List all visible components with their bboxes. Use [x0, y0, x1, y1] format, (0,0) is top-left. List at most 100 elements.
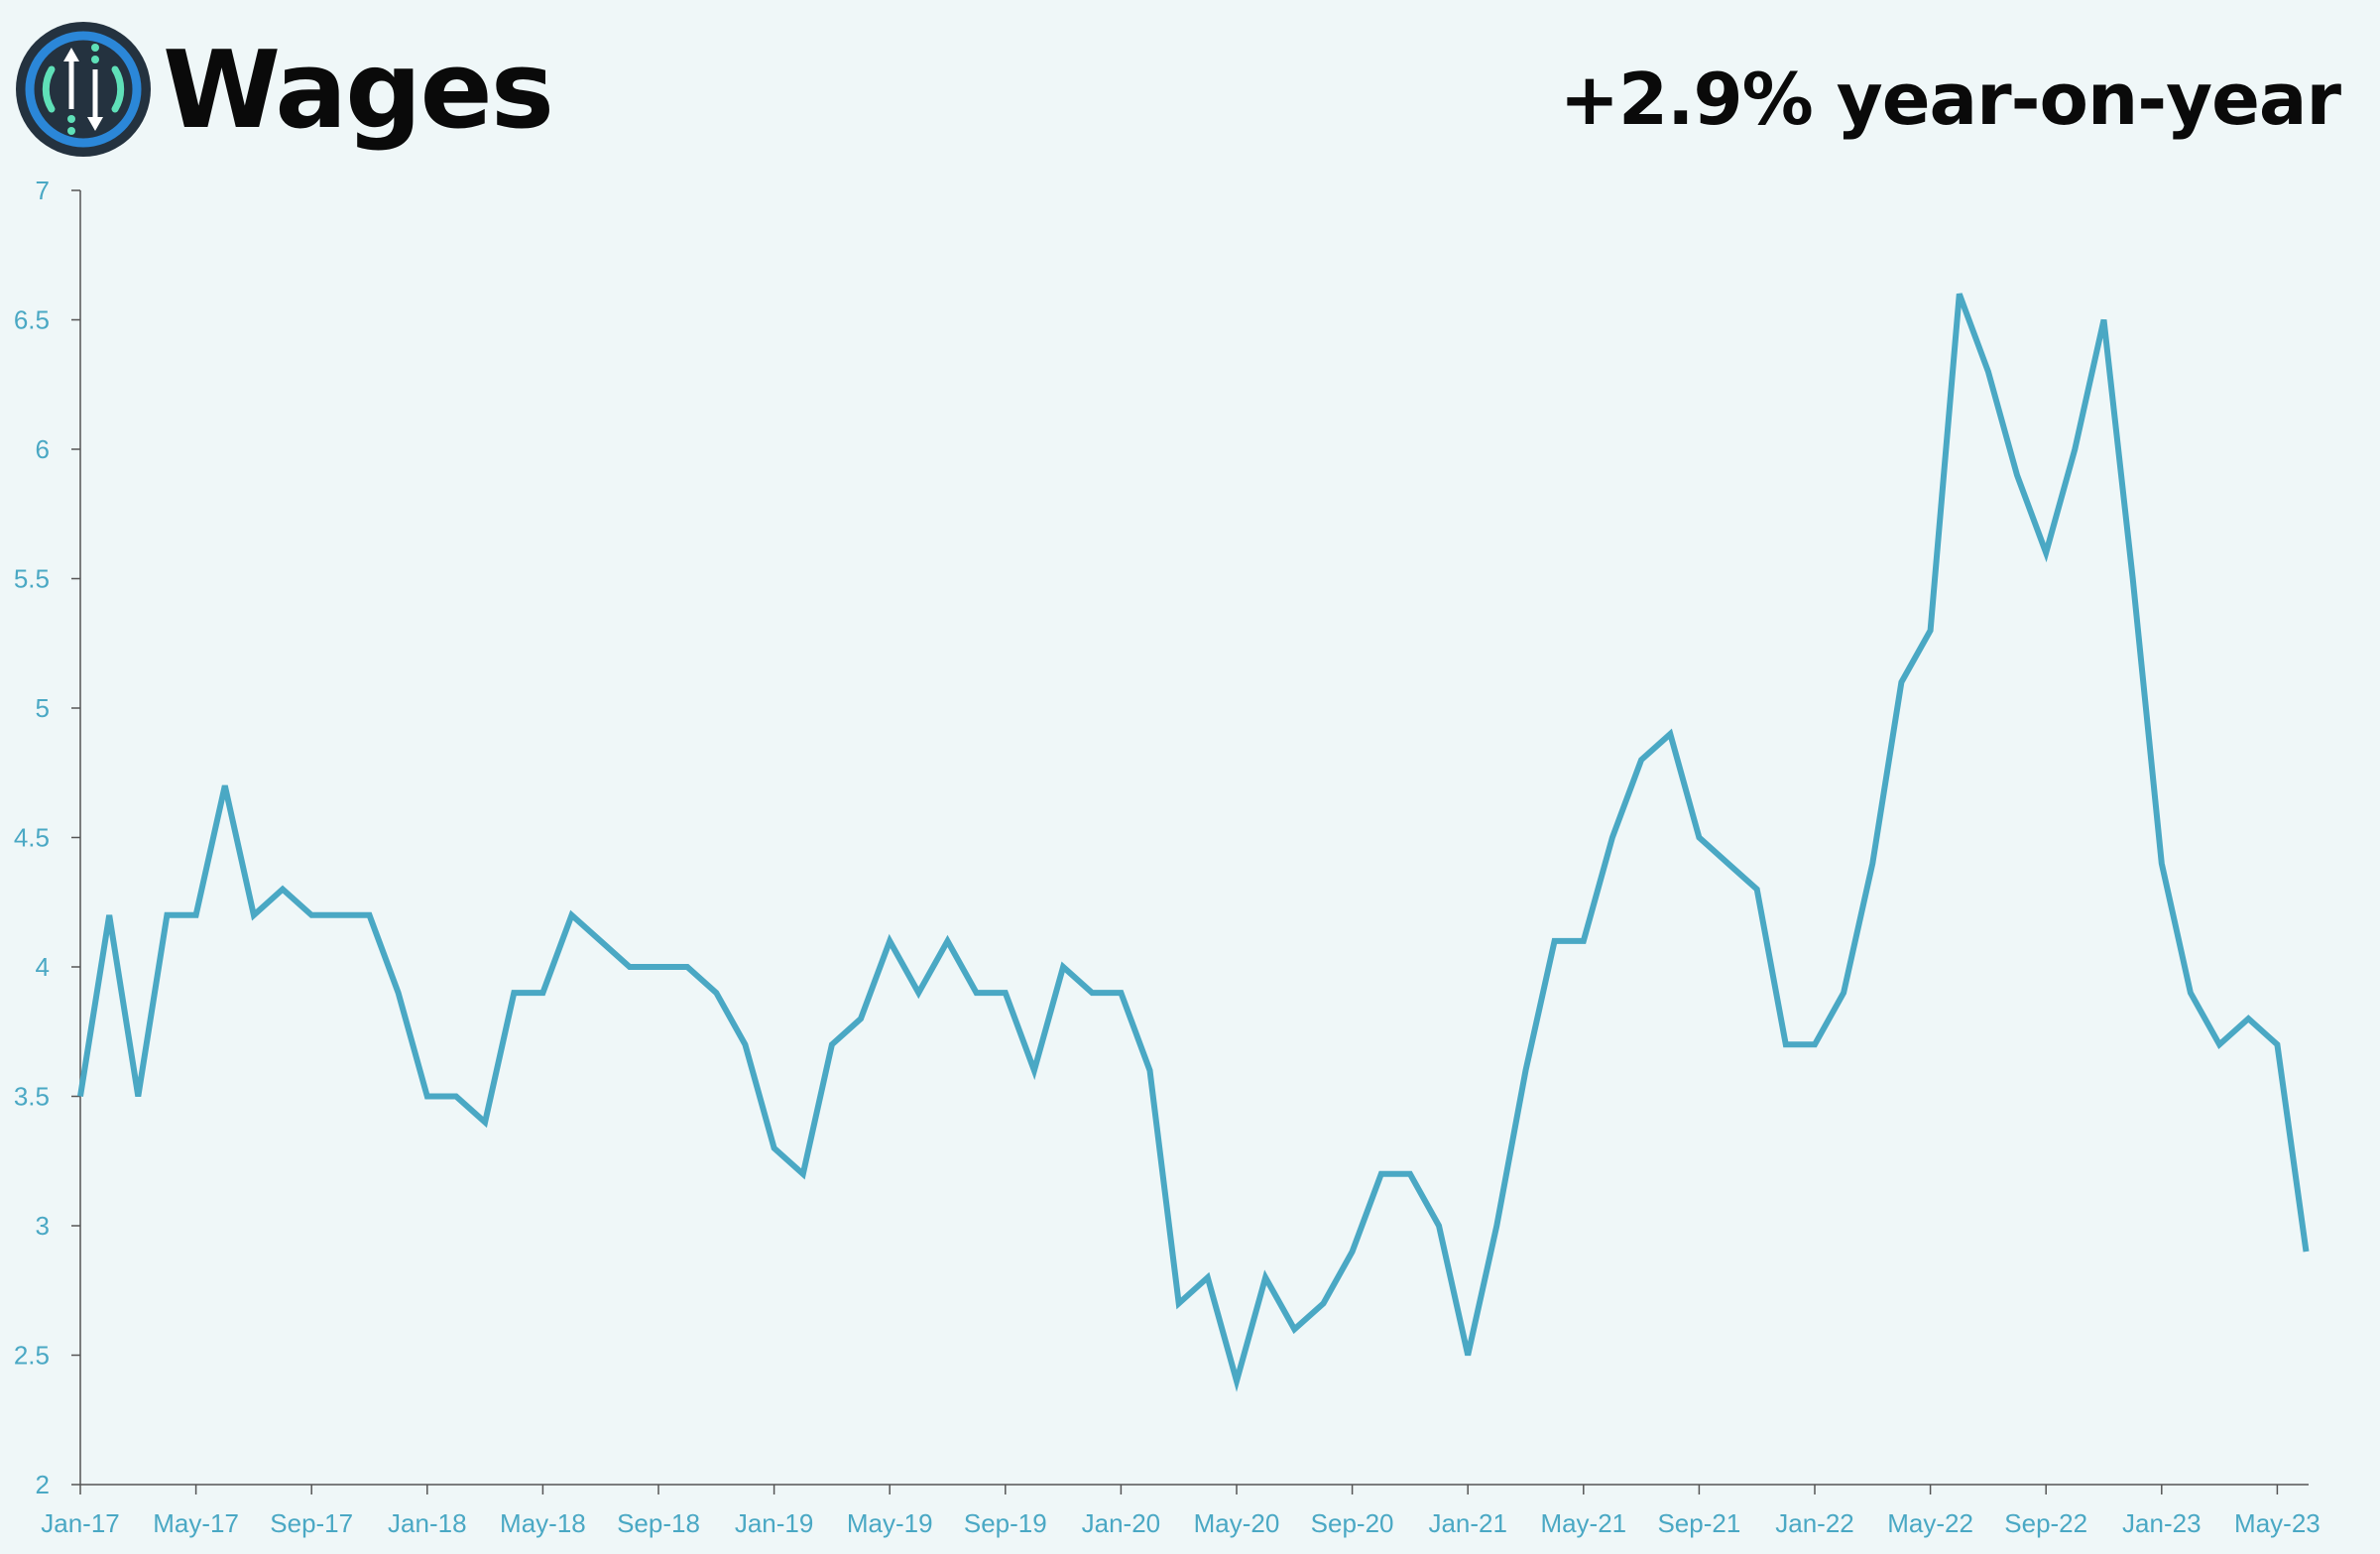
- data-point: [2304, 1249, 2310, 1255]
- data-point: [2159, 861, 2165, 867]
- x-tick-label: May-23: [2234, 1508, 2320, 1538]
- data-point: [511, 990, 517, 996]
- x-tick-label: Jan-20: [1082, 1508, 1161, 1538]
- data-point: [1147, 1067, 1153, 1073]
- data-point: [1928, 628, 1934, 634]
- data-point: [829, 1041, 835, 1047]
- data-point: [193, 912, 199, 918]
- data-point: [106, 912, 112, 918]
- data-point: [974, 990, 980, 996]
- data-point: [713, 990, 719, 996]
- data-point: [1754, 887, 1760, 893]
- data-point: [1350, 1249, 1356, 1255]
- data-point: [2130, 576, 2136, 582]
- data-point: [482, 1120, 488, 1126]
- data-point: [1667, 731, 1673, 737]
- data-point: [1493, 1223, 1499, 1229]
- y-tick-label: 3.5: [14, 1082, 50, 1112]
- x-tick-label: Jan-17: [41, 1508, 120, 1538]
- data-point: [655, 964, 661, 970]
- data-point: [1176, 1300, 1182, 1306]
- data-point: [1234, 1378, 1240, 1384]
- data-point: [1985, 369, 1991, 375]
- x-tick-label: May-21: [1540, 1508, 1626, 1538]
- x-tick-label: Sep-18: [617, 1508, 700, 1538]
- data-point: [424, 1094, 430, 1100]
- data-point: [2216, 1041, 2222, 1047]
- data-point: [1898, 679, 1904, 685]
- data-point: [1060, 964, 1066, 970]
- data-point: [367, 912, 373, 918]
- data-point: [135, 1094, 141, 1100]
- data-point: [1118, 990, 1124, 996]
- data-point: [1291, 1326, 1297, 1332]
- data-point: [598, 938, 604, 944]
- x-tick-label: May-17: [153, 1508, 239, 1538]
- series-line-wages: [77, 293, 2310, 1392]
- data-point: [77, 1094, 83, 1100]
- headline-stat: +2.9% year-on-year: [1559, 58, 2341, 141]
- data-point: [308, 912, 314, 918]
- data-point: [858, 1016, 864, 1021]
- page-title: Wages: [163, 29, 554, 153]
- data-point: [1262, 1274, 1268, 1280]
- data-point: [2014, 472, 2020, 478]
- data-point: [1638, 757, 1644, 763]
- data-point: [1957, 291, 1963, 297]
- y-tick-label: 2.5: [14, 1341, 50, 1371]
- x-tick-label: Sep-20: [1311, 1508, 1394, 1538]
- data-point: [1783, 1041, 1789, 1047]
- x-tick-label: May-18: [500, 1508, 586, 1538]
- x-tick-label: Sep-22: [2004, 1508, 2087, 1538]
- data-point: [1726, 861, 1731, 867]
- data-point: [1089, 990, 1095, 996]
- data-point: [251, 912, 257, 918]
- y-tick-label: 3: [36, 1211, 50, 1241]
- y-tick-label: 6.5: [14, 305, 50, 335]
- x-tick-label: Jan-23: [2122, 1508, 2202, 1538]
- y-tick-label: 6: [36, 434, 50, 464]
- data-point: [164, 912, 170, 918]
- data-point: [2188, 990, 2194, 996]
- x-tick-label: Sep-17: [270, 1508, 353, 1538]
- data-point: [684, 964, 690, 970]
- x-tick-label: May-20: [1194, 1508, 1280, 1538]
- data-point: [453, 1094, 459, 1100]
- data-point: [2101, 317, 2107, 323]
- data-point: [772, 1145, 777, 1151]
- x-tick-label: Sep-21: [1657, 1508, 1740, 1538]
- data-point: [1378, 1171, 1384, 1177]
- x-tick-label: Jan-18: [388, 1508, 467, 1538]
- data-point: [1031, 1067, 1037, 1073]
- data-point: [1581, 938, 1587, 944]
- data-point: [1205, 1274, 1211, 1280]
- y-tick-label: 7: [36, 176, 50, 205]
- data-point: [1436, 1223, 1442, 1229]
- data-point: [539, 990, 545, 996]
- data-point: [1609, 835, 1615, 841]
- data-point: [280, 887, 286, 893]
- data-point: [2043, 549, 2049, 555]
- data-point: [887, 938, 892, 944]
- y-tick-label: 5: [36, 693, 50, 723]
- data-point: [2274, 1041, 2280, 1047]
- x-tick-label: Jan-19: [735, 1508, 814, 1538]
- x-tick-label: May-19: [847, 1508, 933, 1538]
- data-point: [1320, 1300, 1326, 1306]
- x-tick-label: May-22: [1887, 1508, 1973, 1538]
- data-point: [1812, 1041, 1818, 1047]
- data-point: [1003, 990, 1009, 996]
- y-tick-label: 2: [36, 1470, 50, 1499]
- data-point: [222, 782, 228, 788]
- data-point: [742, 1041, 748, 1047]
- data-point: [915, 990, 921, 996]
- x-tick-label: Sep-19: [964, 1508, 1047, 1538]
- data-point: [2072, 446, 2078, 452]
- y-tick-label: 5.5: [14, 564, 50, 594]
- y-tick-label: 4.5: [14, 823, 50, 853]
- data-point: [627, 964, 633, 970]
- logo: [14, 20, 153, 159]
- data-point: [1696, 835, 1702, 841]
- data-point: [945, 938, 951, 944]
